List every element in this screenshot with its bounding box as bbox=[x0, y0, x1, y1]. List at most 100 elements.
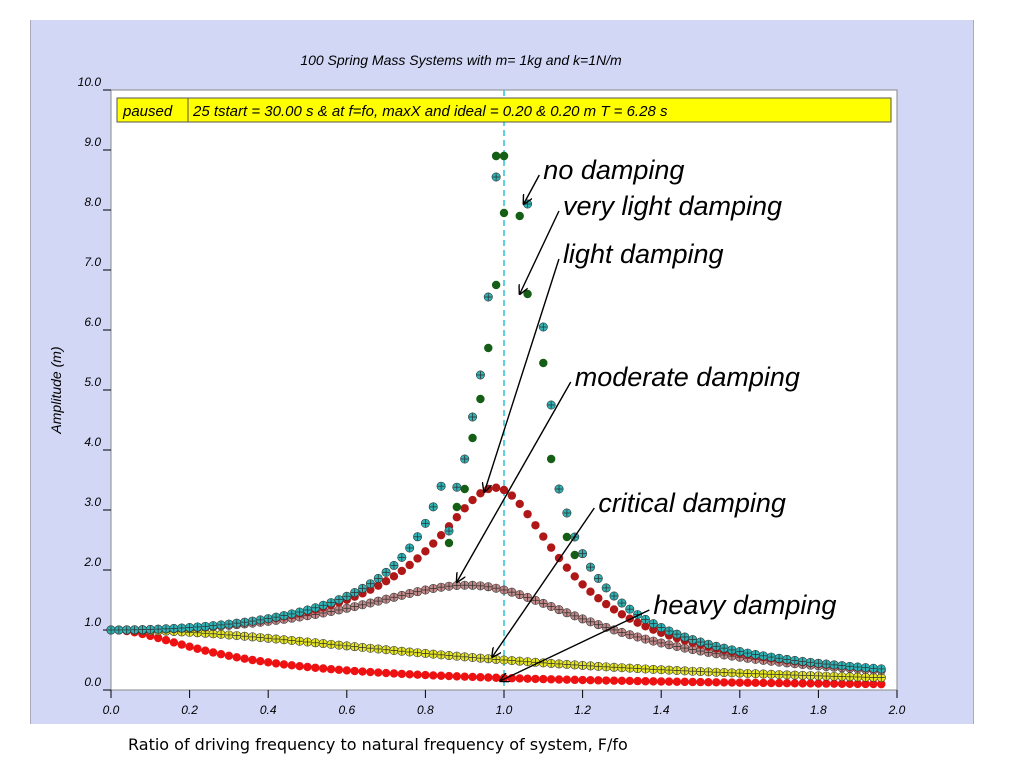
data-point bbox=[366, 667, 375, 677]
data-point bbox=[829, 679, 839, 688]
series-peak-points bbox=[491, 151, 509, 161]
data-point bbox=[287, 661, 296, 670]
y-tick-label: 4.0 bbox=[84, 435, 101, 449]
annotation-label: very light damping bbox=[563, 191, 782, 221]
y-tick-label: 1.0 bbox=[84, 615, 101, 629]
x-tick-label: 0.2 bbox=[181, 703, 198, 717]
annotation-label: moderate damping bbox=[575, 362, 800, 392]
data-point bbox=[264, 658, 273, 667]
data-point bbox=[601, 676, 611, 685]
data-point bbox=[507, 491, 517, 500]
data-point bbox=[562, 563, 572, 572]
data-point bbox=[491, 280, 501, 290]
chart-title: 100 Spring Mass Systems with m= 1kg and … bbox=[300, 52, 622, 68]
data-point bbox=[523, 289, 532, 299]
data-point bbox=[216, 650, 226, 659]
data-point bbox=[374, 581, 383, 590]
data-point bbox=[374, 668, 383, 677]
data-point bbox=[523, 509, 532, 519]
annotation-label: no damping bbox=[543, 155, 684, 185]
data-point bbox=[570, 572, 579, 581]
data-point bbox=[381, 577, 391, 586]
x-tick-label: 1.4 bbox=[653, 703, 670, 717]
x-tick-label: 0.6 bbox=[338, 703, 355, 717]
status-bar: paused 25 tstart = 30.00 s & at f=fo, ma… bbox=[116, 97, 892, 123]
data-point bbox=[806, 679, 815, 688]
data-point bbox=[609, 676, 619, 685]
data-point bbox=[358, 667, 367, 676]
annotation-arrow bbox=[457, 381, 572, 582]
data-point bbox=[413, 670, 422, 679]
y-tick-label: 5.0 bbox=[84, 375, 101, 389]
data-point bbox=[295, 661, 304, 671]
x-tick-label: 1.2 bbox=[574, 703, 591, 717]
x-tick-label: 1.0 bbox=[496, 703, 513, 717]
data-point bbox=[499, 485, 509, 495]
data-point bbox=[484, 343, 493, 353]
data-point bbox=[436, 530, 446, 540]
data-point bbox=[334, 665, 344, 675]
data-point bbox=[649, 677, 658, 686]
annotation-label: critical damping bbox=[598, 488, 786, 518]
data-point bbox=[405, 560, 414, 570]
data-point bbox=[476, 673, 485, 682]
data-point bbox=[798, 679, 807, 688]
data-point bbox=[570, 550, 579, 560]
data-point bbox=[562, 675, 572, 684]
data-point bbox=[554, 675, 564, 684]
series-layer bbox=[106, 151, 886, 689]
data-point bbox=[240, 654, 249, 663]
data-point bbox=[594, 594, 603, 603]
data-point bbox=[429, 671, 438, 680]
data-point bbox=[421, 547, 430, 556]
data-point bbox=[468, 433, 477, 443]
data-point bbox=[539, 532, 548, 541]
data-point bbox=[413, 554, 422, 563]
data-point bbox=[303, 662, 312, 672]
x-tick-label: 1.8 bbox=[810, 703, 827, 717]
y-tick-label: 2.0 bbox=[83, 555, 101, 569]
data-point bbox=[499, 208, 509, 218]
data-point bbox=[735, 678, 744, 687]
data-point bbox=[248, 655, 257, 665]
data-point bbox=[617, 676, 627, 686]
y-tick-label: 7.0 bbox=[84, 255, 101, 269]
y-axis-label: Amplitude (m) bbox=[48, 346, 64, 434]
data-point bbox=[672, 677, 682, 686]
y-tick-label: 10.0 bbox=[78, 75, 102, 89]
data-point bbox=[601, 599, 611, 609]
data-point bbox=[680, 677, 689, 687]
data-point bbox=[460, 672, 469, 681]
x-tick-label: 0.8 bbox=[417, 703, 434, 717]
data-point bbox=[460, 504, 469, 513]
data-point bbox=[657, 677, 666, 686]
data-point bbox=[562, 532, 572, 542]
data-point bbox=[594, 676, 603, 685]
data-point bbox=[452, 672, 462, 681]
data-point bbox=[523, 674, 532, 683]
data-point bbox=[719, 678, 729, 687]
annotations: no damping very light damping light dampin… bbox=[457, 155, 836, 681]
data-point bbox=[727, 678, 737, 687]
data-point bbox=[169, 638, 179, 647]
annotation-label: light damping bbox=[563, 239, 724, 269]
data-point bbox=[208, 648, 218, 657]
y-tick-label: 9.0 bbox=[84, 135, 101, 149]
data-point bbox=[837, 679, 847, 688]
data-point bbox=[625, 676, 634, 686]
data-point bbox=[578, 580, 587, 589]
data-point bbox=[546, 675, 556, 684]
data-point bbox=[484, 673, 493, 682]
annotation-arrow bbox=[484, 258, 560, 492]
status-text: 25 tstart = 30.00 s & at f=fo, maxX and … bbox=[192, 103, 668, 120]
data-point bbox=[185, 642, 194, 651]
data-point bbox=[641, 622, 650, 631]
annotation-arrow bbox=[520, 210, 560, 294]
data-point bbox=[633, 676, 642, 686]
data-point bbox=[822, 679, 831, 688]
data-point bbox=[476, 394, 485, 404]
data-point bbox=[491, 483, 501, 492]
data-point bbox=[759, 678, 768, 688]
status-label: paused bbox=[122, 103, 173, 120]
annotation-arrow bbox=[500, 609, 650, 681]
